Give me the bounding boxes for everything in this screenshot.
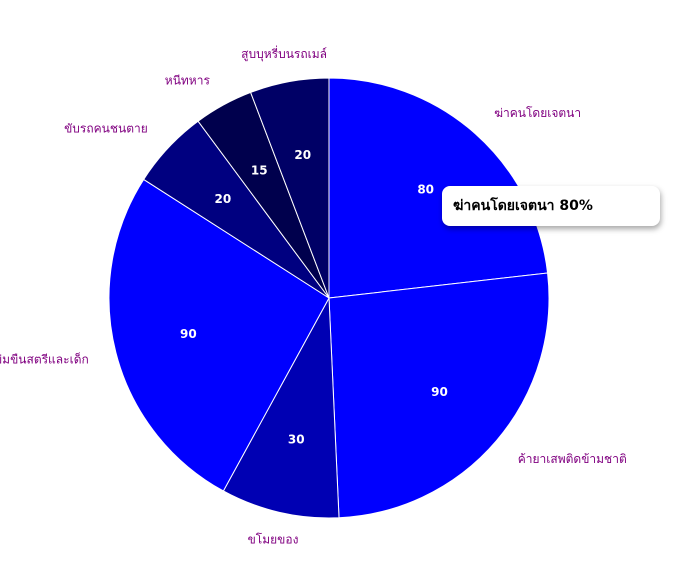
slice-value-label: 20 [294, 148, 311, 162]
slice-category-label: สูบบุหรี่บนรถเมล์ [241, 45, 327, 62]
pie-slice[interactable] [328, 272, 550, 519]
slice-value-label: 15 [251, 164, 268, 178]
pie-slice[interactable] [328, 77, 549, 299]
pie-slice[interactable] [222, 296, 340, 519]
slice-value-label: 90 [180, 327, 197, 341]
pie-slice[interactable] [108, 178, 330, 492]
tooltip: ฆ่าคนโดยเจตนา 80% [442, 186, 660, 226]
slice-category-label: ฆ่าคนโดยเจตนา [494, 106, 581, 120]
slice-category-label: หนีทหาร [165, 73, 211, 87]
slice-category-label: ค้ายาเสพติดข้ามชาติ [518, 452, 627, 466]
tooltip-text: ฆ่าคนโดยเจตนา 80% [453, 198, 593, 214]
slice-value-label: 80 [417, 183, 434, 197]
slice-category-label: ขโมยของ [248, 533, 299, 547]
slice-category-label: ขับรถคนชนตาย [64, 122, 148, 136]
slice-value-label: 30 [288, 432, 305, 446]
slice-category-label: ฆ่าข่มขืนสตรีและเด็ก [0, 351, 89, 366]
pie-slice[interactable] [249, 77, 330, 299]
slice-value-label: 20 [215, 192, 232, 206]
slice-value-label: 90 [431, 385, 448, 399]
